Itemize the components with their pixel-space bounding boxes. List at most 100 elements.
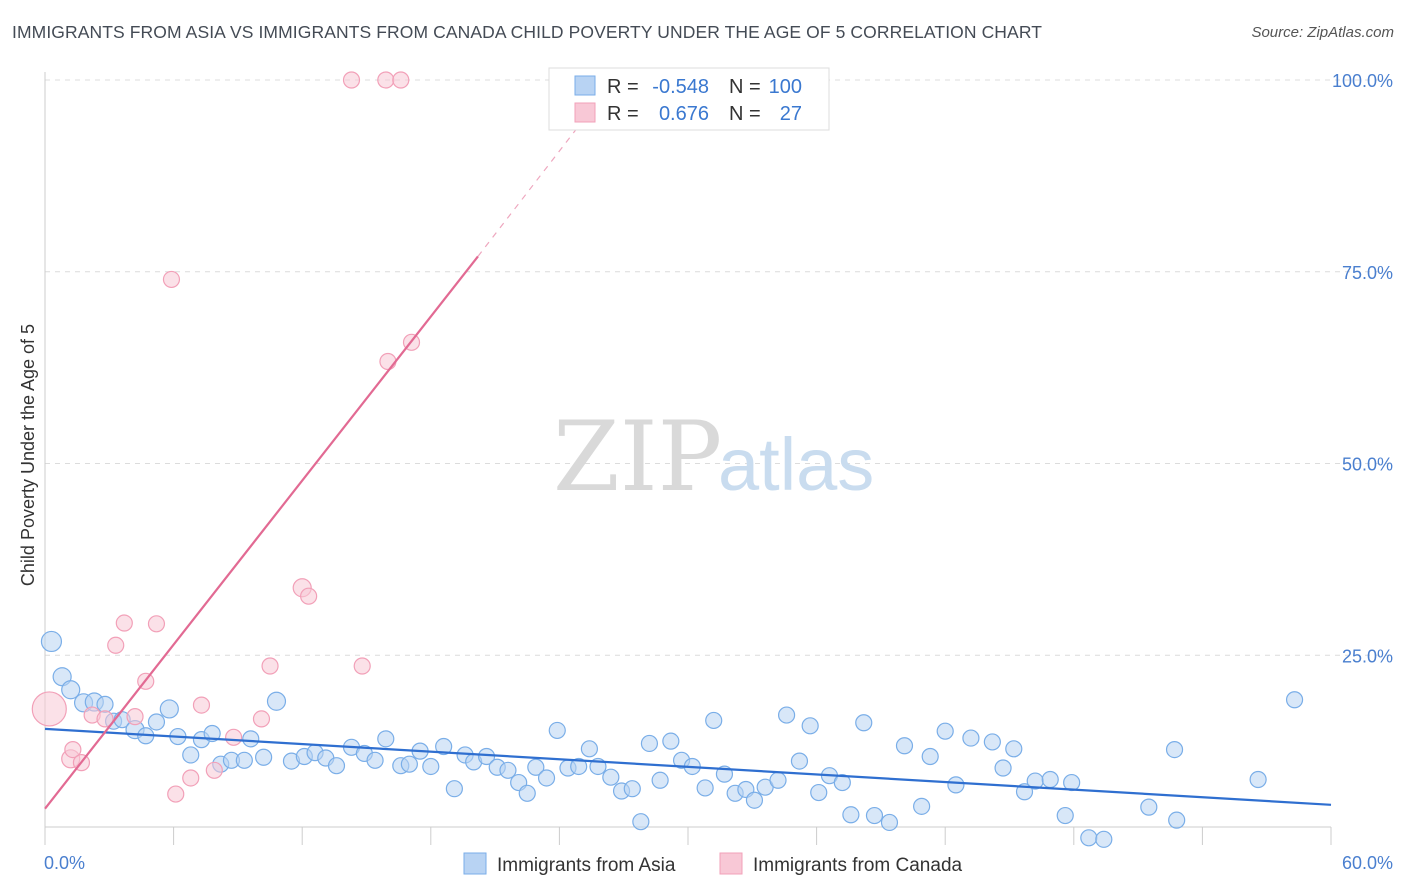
- asia-data-point: [159, 699, 179, 719]
- asia-data-point: [962, 729, 980, 747]
- asia-data-point: [266, 691, 287, 711]
- asia-data-point: [445, 780, 463, 798]
- canada-data-point: [64, 740, 82, 759]
- canada-data-point: [192, 696, 211, 714]
- asia-data-point: [327, 757, 346, 775]
- grid-lines: [45, 79, 1391, 656]
- asia-data-point: [790, 752, 809, 770]
- canada-r-label: R =: [607, 103, 639, 125]
- x-tick-label: 0.0%: [44, 853, 85, 873]
- tick-labels: 25.0% 50.0% 75.0% 100.0% 0.0% 60.0%: [44, 71, 1393, 873]
- legend-label-canada: Immigrants from Canada: [753, 855, 963, 876]
- y-tick-label: 50.0%: [1342, 455, 1393, 475]
- asia-data-point: [499, 761, 517, 779]
- asia-data-point: [801, 717, 819, 735]
- canada-data-point: [377, 71, 395, 89]
- asia-data-point: [422, 757, 440, 776]
- asia-data-point: [400, 755, 418, 773]
- canada-data-point: [353, 657, 371, 675]
- canada-data-point: [182, 769, 200, 787]
- asia-data-point: [527, 758, 545, 776]
- asia-data-point: [518, 784, 536, 802]
- asia-data-point: [651, 771, 669, 789]
- asia-data-point: [1041, 770, 1059, 789]
- asia-r-value: -0.548: [652, 76, 709, 98]
- canada-data-point: [31, 691, 67, 727]
- asia-data-point: [537, 769, 556, 787]
- asia-data-point: [640, 734, 659, 753]
- watermark: ZIP atlas: [553, 401, 874, 513]
- asia-data-point: [662, 732, 680, 750]
- canada-data-point: [205, 761, 223, 779]
- canada-data-point: [252, 710, 271, 728]
- canada-data-point: [147, 615, 166, 633]
- asia-data-point: [570, 757, 588, 776]
- asia-n-value: 100: [769, 76, 802, 98]
- canada-data-point: [96, 710, 114, 728]
- canada-data-point: [126, 708, 144, 726]
- asia-data-point: [1056, 806, 1074, 825]
- asia-data-point: [548, 721, 566, 740]
- canada-n-value: 27: [780, 103, 802, 125]
- asia-data-point: [842, 806, 860, 824]
- canada-data-point: [167, 785, 185, 803]
- canada-data-point: [342, 71, 361, 89]
- asia-data-point: [983, 733, 1001, 751]
- asia-data-point: [1168, 811, 1186, 829]
- asia-data-point: [632, 813, 650, 831]
- asia-data-point: [1165, 740, 1184, 759]
- canada-trend-extension: [477, 125, 580, 257]
- asia-data-point: [810, 783, 828, 802]
- x-tick-label: 60.0%: [1342, 853, 1393, 873]
- legend-swatch-canada: [719, 852, 743, 875]
- asia-data-point: [1285, 691, 1304, 709]
- asia-data-point: [377, 730, 395, 748]
- asia-r-label: R =: [607, 76, 639, 98]
- canada-legend-swatch: [574, 102, 596, 123]
- y-axis-label: Child Poverty Under the Age of 5: [18, 324, 38, 586]
- stats-legend: R = -0.548 N = 100 R = 0.676 N = 27: [548, 67, 830, 131]
- asia-data-point: [182, 746, 200, 764]
- asia-data-point: [366, 751, 384, 769]
- asia-data-point: [242, 730, 260, 748]
- asia-data-point: [1005, 740, 1023, 758]
- asia-data-point: [602, 768, 620, 786]
- asia-data-point: [833, 773, 851, 792]
- asia-data-point: [1140, 798, 1158, 816]
- asia-data-point: [147, 713, 166, 731]
- asia-data-point: [61, 680, 81, 700]
- watermark-zip: ZIP: [553, 401, 722, 513]
- asia-data-point: [1249, 770, 1267, 789]
- asia-legend-swatch: [574, 75, 596, 96]
- trend-lines: [44, 125, 1332, 810]
- asia-data-point: [40, 630, 63, 653]
- canada-data-point: [379, 352, 397, 371]
- canada-data-point: [115, 614, 133, 632]
- canada-data-point: [225, 728, 243, 746]
- asia-data-point: [921, 747, 939, 766]
- legend-swatch-asia: [463, 852, 487, 875]
- watermark-atlas: atlas: [718, 423, 874, 506]
- series-legend: Immigrants from Asia Immigrants from Can…: [463, 852, 963, 876]
- asia-data-point: [947, 776, 965, 794]
- asia-data-point: [769, 771, 787, 789]
- canada-trend-line: [44, 255, 479, 810]
- canada-n-label: N =: [729, 103, 761, 125]
- asia-data-point: [623, 780, 641, 798]
- asia-data-point: [580, 740, 599, 758]
- canada-data-point: [300, 587, 318, 605]
- asia-data-point: [435, 737, 453, 756]
- canada-data-point: [107, 636, 125, 654]
- asia-data-point: [855, 714, 873, 732]
- legend-label-asia: Immigrants from Asia: [497, 855, 676, 876]
- canada-r-value: 0.676: [659, 103, 709, 125]
- asia-data-point: [235, 751, 253, 769]
- asia-trend-line: [44, 727, 1332, 806]
- asia-data-point: [895, 737, 914, 755]
- asia-data-point: [696, 779, 714, 797]
- asia-data-point: [994, 759, 1012, 777]
- asia-data-point: [745, 791, 764, 809]
- asia-data-point: [1080, 829, 1098, 847]
- asia-data-point: [1095, 830, 1113, 848]
